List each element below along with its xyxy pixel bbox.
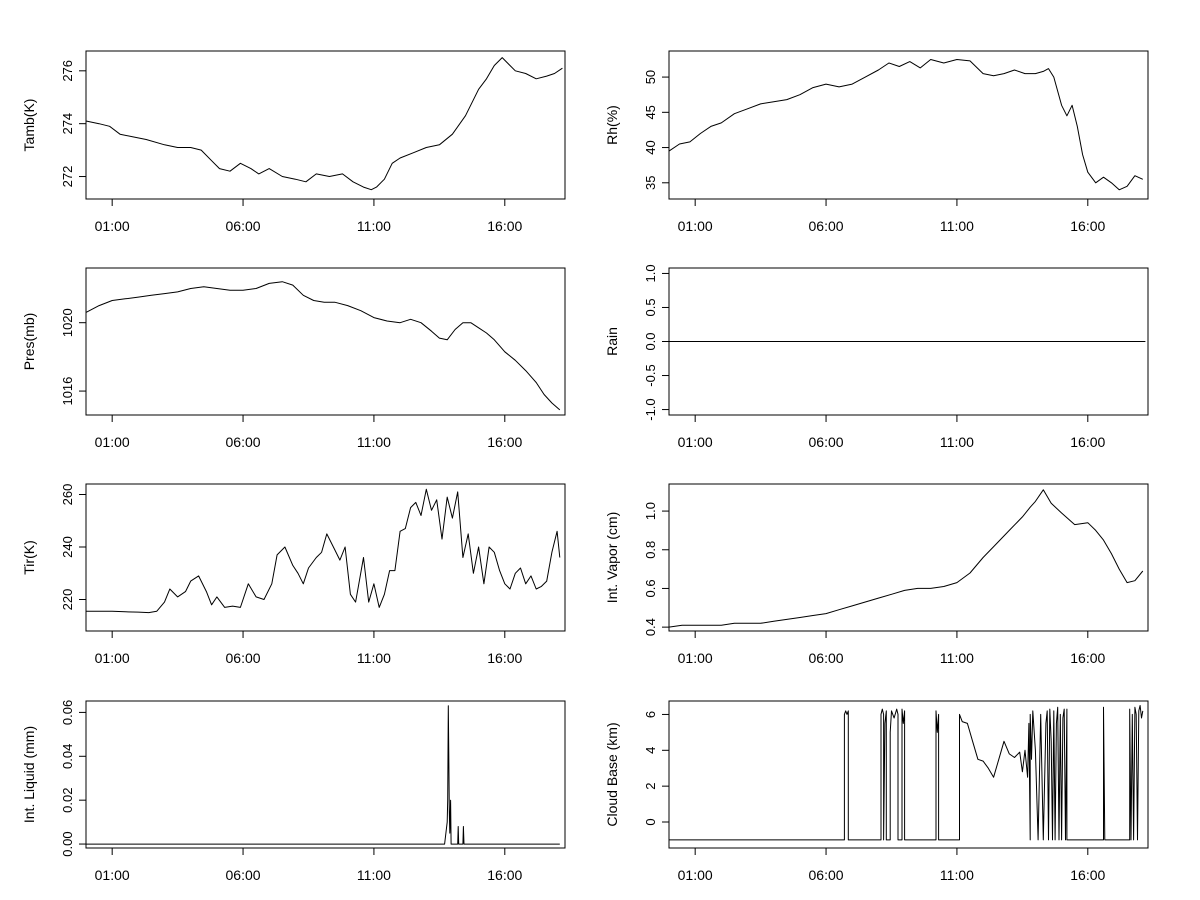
x-tick-label: 01:00 xyxy=(95,650,130,666)
x-tick-label: 11:00 xyxy=(357,218,391,234)
y-axis-label: Rain xyxy=(604,327,620,356)
plot-frame xyxy=(85,700,566,849)
chart-panel: 01:00 06:00 11:00 16:00 1016 1020 Pres(mb) xyxy=(21,267,566,450)
y-tick-label: 0 xyxy=(643,818,658,825)
plot-frame xyxy=(85,50,566,200)
y-axis-label: Int. Vapor (cm) xyxy=(604,512,620,604)
chart-panel: 01:00 06:00 11:00 16:00 0 2 4 6 Cloud Base (km) xyxy=(604,700,1149,883)
x-tick-label: 11:00 xyxy=(940,867,974,883)
y-axis-label: Tamb(K) xyxy=(21,99,37,152)
x-tick-label: 11:00 xyxy=(940,434,974,450)
y-tick-label: 272 xyxy=(60,166,75,188)
x-tick-label: 01:00 xyxy=(678,867,713,883)
y-axis-label: Cloud Base (km) xyxy=(604,722,620,826)
series-line xyxy=(86,488,561,614)
x-tick-label: 16:00 xyxy=(487,867,522,883)
series-line xyxy=(86,705,560,845)
x-tick-label: 16:00 xyxy=(1070,434,1105,450)
y-tick-label: 50 xyxy=(643,70,658,84)
x-tick-label: 06:00 xyxy=(226,218,261,234)
chart-panel: 01:00 06:00 11:00 16:00 0.00 0.02 0.04 0.06 Int.… xyxy=(21,700,566,883)
series-line xyxy=(668,59,1144,191)
x-tick-label: 06:00 xyxy=(226,434,261,450)
x-tick-label: 01:00 xyxy=(95,867,130,883)
y-tick-label: 0.5 xyxy=(643,298,658,316)
y-tick-label: 1016 xyxy=(60,377,75,406)
y-tick-label: 1020 xyxy=(60,308,75,337)
y-tick-label: 220 xyxy=(60,589,75,611)
x-tick-label: 06:00 xyxy=(809,218,844,234)
chart-panel: 01:00 06:00 11:00 16:00 0.4 0.6 0.8 1.0 Int. Vap… xyxy=(604,483,1149,666)
y-tick-label: 4 xyxy=(643,747,658,754)
y-tick-label: 260 xyxy=(60,484,75,506)
y-tick-label: 0.4 xyxy=(643,618,658,636)
x-tick-label: 16:00 xyxy=(1070,218,1105,234)
x-tick-label: 11:00 xyxy=(940,218,974,234)
y-tick-label: 0.6 xyxy=(643,579,658,597)
x-tick-label: 11:00 xyxy=(940,650,974,666)
x-tick-label: 06:00 xyxy=(226,867,261,883)
series-line xyxy=(668,489,1144,628)
chart-panel: 01:00 06:00 11:00 16:00 220 240 260 Tir(K) xyxy=(21,483,566,666)
x-tick-label: 01:00 xyxy=(678,218,713,234)
y-tick-label: 0.8 xyxy=(643,541,658,559)
plot-frame xyxy=(668,483,1149,632)
x-tick-label: 16:00 xyxy=(1070,650,1105,666)
chart-panel: 01:00 06:00 11:00 16:00 272 274 276 Tamb(K) xyxy=(21,50,566,234)
x-tick-label: 01:00 xyxy=(95,218,130,234)
chart-panel: 01:00 06:00 11:00 16:00 35 40 45 50 Rh(%) xyxy=(604,50,1149,234)
x-tick-label: 06:00 xyxy=(809,650,844,666)
y-tick-label: 0.00 xyxy=(60,831,75,856)
y-tick-label: 240 xyxy=(60,536,75,558)
plot-frame xyxy=(668,700,1149,849)
x-tick-label: 06:00 xyxy=(226,650,261,666)
x-tick-label: 01:00 xyxy=(95,434,130,450)
y-tick-label: 0.02 xyxy=(60,788,75,813)
y-tick-label: 0.0 xyxy=(643,332,658,350)
plot-frame xyxy=(668,50,1149,200)
x-tick-label: 06:00 xyxy=(809,434,844,450)
y-tick-label: 40 xyxy=(643,140,658,154)
series-line xyxy=(85,281,561,411)
x-tick-label: 16:00 xyxy=(487,218,522,234)
y-tick-label: 0.04 xyxy=(60,744,75,769)
y-tick-label: 274 xyxy=(60,113,75,135)
x-tick-label: 01:00 xyxy=(678,650,713,666)
y-axis-label: Rh(%) xyxy=(604,105,620,145)
y-axis-label: Tir(K) xyxy=(21,540,37,574)
x-tick-label: 16:00 xyxy=(487,650,522,666)
plot-frame xyxy=(85,483,566,632)
series-line xyxy=(85,57,563,191)
x-tick-label: 16:00 xyxy=(487,434,522,450)
x-tick-label: 16:00 xyxy=(1070,867,1105,883)
y-tick-label: 35 xyxy=(643,176,658,190)
y-tick-label: 276 xyxy=(60,60,75,82)
x-tick-label: 11:00 xyxy=(357,434,391,450)
plot-frame xyxy=(85,267,566,416)
y-tick-label: 1.0 xyxy=(643,264,658,282)
y-tick-label: 1.0 xyxy=(643,502,658,520)
y-tick-label: 2 xyxy=(643,783,658,790)
x-tick-label: 06:00 xyxy=(809,867,844,883)
y-tick-label: 0.06 xyxy=(60,700,75,725)
x-tick-label: 11:00 xyxy=(357,650,391,666)
y-tick-label: -0.5 xyxy=(643,364,658,386)
chart-panel: 01:00 06:00 11:00 16:00 -1.0 -0.5 0.0 0.5 1.0 Rai… xyxy=(604,264,1149,450)
x-tick-label: 01:00 xyxy=(678,434,713,450)
y-axis-label: Pres(mb) xyxy=(21,313,37,371)
x-tick-label: 11:00 xyxy=(357,867,391,883)
y-tick-label: 45 xyxy=(643,105,658,119)
y-tick-label: 6 xyxy=(643,711,658,718)
series-line xyxy=(669,705,1144,841)
y-tick-label: -1.0 xyxy=(643,398,658,420)
y-axis-label: Int. Liquid (mm) xyxy=(21,726,37,823)
